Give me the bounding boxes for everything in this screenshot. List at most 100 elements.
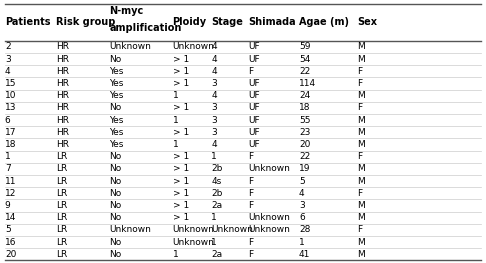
Text: HR: HR xyxy=(56,42,69,51)
Text: UF: UF xyxy=(248,128,260,137)
Text: 20: 20 xyxy=(5,250,16,259)
Text: Sex: Sex xyxy=(357,17,377,27)
Text: No: No xyxy=(109,164,122,173)
Text: 12: 12 xyxy=(5,189,16,198)
Text: LR: LR xyxy=(56,189,67,198)
Text: Unknown: Unknown xyxy=(109,225,151,234)
Text: F: F xyxy=(248,201,253,210)
Text: 15: 15 xyxy=(5,79,17,88)
Text: 4: 4 xyxy=(299,189,305,198)
Text: LR: LR xyxy=(56,152,67,161)
Text: 23: 23 xyxy=(299,128,310,137)
Text: Unknown: Unknown xyxy=(173,237,214,247)
Text: HR: HR xyxy=(56,54,69,64)
Text: UF: UF xyxy=(248,115,260,125)
Text: F: F xyxy=(357,67,363,76)
Text: No: No xyxy=(109,237,122,247)
Text: No: No xyxy=(109,201,122,210)
Text: Risk group: Risk group xyxy=(56,17,115,27)
Text: Yes: Yes xyxy=(109,115,124,125)
Text: 2: 2 xyxy=(5,42,11,51)
Text: F: F xyxy=(248,67,253,76)
Text: UF: UF xyxy=(248,79,260,88)
Text: F: F xyxy=(357,79,363,88)
Text: LR: LR xyxy=(56,201,67,210)
Text: M: M xyxy=(357,176,365,186)
Text: Yes: Yes xyxy=(109,140,124,149)
Text: N-myc: N-myc xyxy=(109,6,143,16)
Text: 1: 1 xyxy=(211,152,217,161)
Text: HR: HR xyxy=(56,140,69,149)
Text: 1: 1 xyxy=(211,237,217,247)
Text: 3: 3 xyxy=(211,128,217,137)
Text: 18: 18 xyxy=(299,103,311,112)
Text: 6: 6 xyxy=(5,115,11,125)
Text: HR: HR xyxy=(56,128,69,137)
Text: M: M xyxy=(357,250,365,259)
Text: M: M xyxy=(357,213,365,222)
Text: UF: UF xyxy=(248,103,260,112)
Text: 22: 22 xyxy=(299,67,310,76)
Text: 6: 6 xyxy=(299,213,305,222)
Text: 1: 1 xyxy=(211,213,217,222)
Text: > 1: > 1 xyxy=(173,189,189,198)
Text: LR: LR xyxy=(56,225,67,234)
Text: M: M xyxy=(357,237,365,247)
Text: Agae (m): Agae (m) xyxy=(299,17,349,27)
Text: Yes: Yes xyxy=(109,79,124,88)
Text: > 1: > 1 xyxy=(173,152,189,161)
Text: 3: 3 xyxy=(211,79,217,88)
Text: M: M xyxy=(357,164,365,173)
Text: 10: 10 xyxy=(5,91,17,100)
Text: 2a: 2a xyxy=(211,250,223,259)
Text: 14: 14 xyxy=(5,213,16,222)
Text: 24: 24 xyxy=(299,91,310,100)
Text: F: F xyxy=(248,176,253,186)
Text: 59: 59 xyxy=(299,42,311,51)
Text: 1: 1 xyxy=(5,152,11,161)
Text: 22: 22 xyxy=(299,152,310,161)
Text: > 1: > 1 xyxy=(173,213,189,222)
Text: LR: LR xyxy=(56,176,67,186)
Text: 55: 55 xyxy=(299,115,311,125)
Text: 4: 4 xyxy=(211,91,217,100)
Text: Unknown: Unknown xyxy=(173,42,214,51)
Text: M: M xyxy=(357,91,365,100)
Text: No: No xyxy=(109,103,122,112)
Text: Stage: Stage xyxy=(211,17,243,27)
Text: No: No xyxy=(109,176,122,186)
Text: 2a: 2a xyxy=(211,201,223,210)
Text: 4s: 4s xyxy=(211,176,222,186)
Text: M: M xyxy=(357,128,365,137)
Text: Yes: Yes xyxy=(109,91,124,100)
Text: > 1: > 1 xyxy=(173,103,189,112)
Text: 16: 16 xyxy=(5,237,17,247)
Text: M: M xyxy=(357,140,365,149)
Text: F: F xyxy=(248,152,253,161)
Text: HR: HR xyxy=(56,91,69,100)
Text: Patients: Patients xyxy=(5,17,51,27)
Text: Unknown: Unknown xyxy=(248,164,290,173)
Text: 114: 114 xyxy=(299,79,316,88)
Text: LR: LR xyxy=(56,250,67,259)
Text: HR: HR xyxy=(56,103,69,112)
Text: amplification: amplification xyxy=(109,23,182,33)
Text: No: No xyxy=(109,152,122,161)
Text: > 1: > 1 xyxy=(173,201,189,210)
Text: 17: 17 xyxy=(5,128,17,137)
Text: 13: 13 xyxy=(5,103,17,112)
Text: 4: 4 xyxy=(5,67,11,76)
Text: M: M xyxy=(357,54,365,64)
Text: Yes: Yes xyxy=(109,67,124,76)
Text: 1: 1 xyxy=(173,140,178,149)
Text: HR: HR xyxy=(56,67,69,76)
Text: HR: HR xyxy=(56,115,69,125)
Text: F: F xyxy=(248,250,253,259)
Text: UF: UF xyxy=(248,91,260,100)
Text: 54: 54 xyxy=(299,54,310,64)
Text: M: M xyxy=(357,201,365,210)
Text: 3: 3 xyxy=(299,201,305,210)
Text: 5: 5 xyxy=(5,225,11,234)
Text: No: No xyxy=(109,213,122,222)
Text: Unknown: Unknown xyxy=(248,213,290,222)
